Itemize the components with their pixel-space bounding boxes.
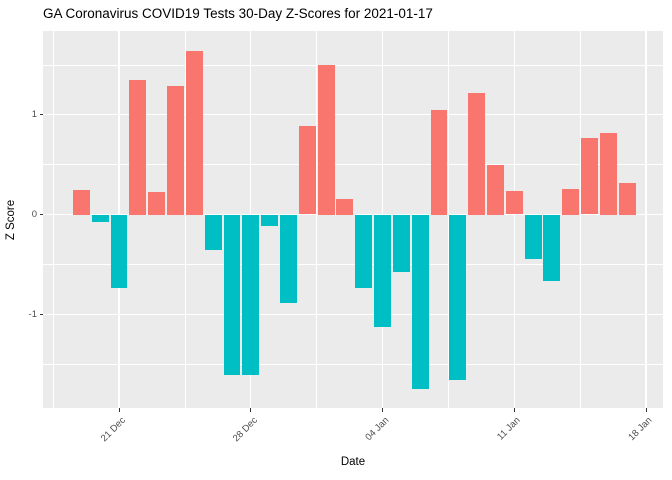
- bar: [581, 137, 598, 215]
- bar: [336, 198, 354, 215]
- bar: [449, 214, 467, 381]
- bar: [543, 214, 561, 282]
- bar: [524, 214, 542, 260]
- y-minor-gridline: [43, 64, 663, 66]
- y-major-gridline: [43, 213, 663, 216]
- x-minor-gridline: [579, 31, 581, 408]
- bar: [486, 164, 504, 215]
- bar: [317, 64, 335, 215]
- bar: [110, 214, 128, 289]
- bar: [72, 189, 90, 215]
- bar: [279, 214, 297, 304]
- x-tick-label: 18 Jan: [626, 415, 655, 443]
- x-minor-gridline: [316, 31, 318, 408]
- y-axis-title: Z Score: [5, 199, 17, 241]
- bar: [411, 214, 429, 390]
- bar: [562, 188, 580, 215]
- bar: [430, 109, 448, 215]
- bar: [298, 125, 316, 215]
- bar: [148, 191, 166, 215]
- bar: [355, 214, 373, 289]
- plot-panel: [43, 31, 663, 408]
- bar: [185, 50, 203, 215]
- chart-title: GA Coronavirus COVID19 Tests 30-Day Z-Sc…: [43, 6, 433, 21]
- y-major-gridline: [43, 114, 663, 116]
- x-tick-mark: [382, 408, 384, 412]
- y-minor-gridline: [43, 164, 663, 166]
- x-tick-mark: [513, 408, 515, 412]
- x-major-gridline: [513, 31, 515, 408]
- y-minor-gridline: [43, 263, 663, 265]
- x-tick-label: 11 Jan: [495, 415, 524, 443]
- x-tick-mark: [645, 408, 647, 412]
- bar: [129, 79, 147, 215]
- bar: [374, 214, 391, 328]
- bar: [392, 214, 410, 273]
- bar: [242, 214, 260, 376]
- y-tick-label: 1: [31, 109, 37, 121]
- bar: [204, 214, 222, 251]
- bar: [505, 190, 523, 215]
- bar: [167, 85, 184, 215]
- x-minor-gridline: [447, 31, 449, 408]
- y-minor-gridline: [43, 363, 663, 365]
- x-tick-label: 28 Dec: [230, 415, 260, 445]
- x-major-gridline: [645, 31, 647, 408]
- x-tick-mark: [250, 408, 252, 412]
- x-minor-gridline: [184, 31, 186, 408]
- bar: [618, 182, 636, 215]
- bar: [223, 214, 241, 376]
- x-tick-mark: [118, 408, 120, 412]
- x-minor-gridline: [52, 31, 54, 408]
- y-tick-label: -1: [28, 308, 37, 320]
- bar: [599, 132, 617, 215]
- bar: [261, 214, 279, 227]
- bar: [468, 92, 486, 215]
- bar: [91, 214, 109, 223]
- x-tick-label: 21 Dec: [98, 415, 128, 445]
- x-tick-label: 04 Jan: [363, 415, 392, 443]
- y-major-gridline: [43, 313, 663, 315]
- x-axis-title: Date: [340, 456, 366, 468]
